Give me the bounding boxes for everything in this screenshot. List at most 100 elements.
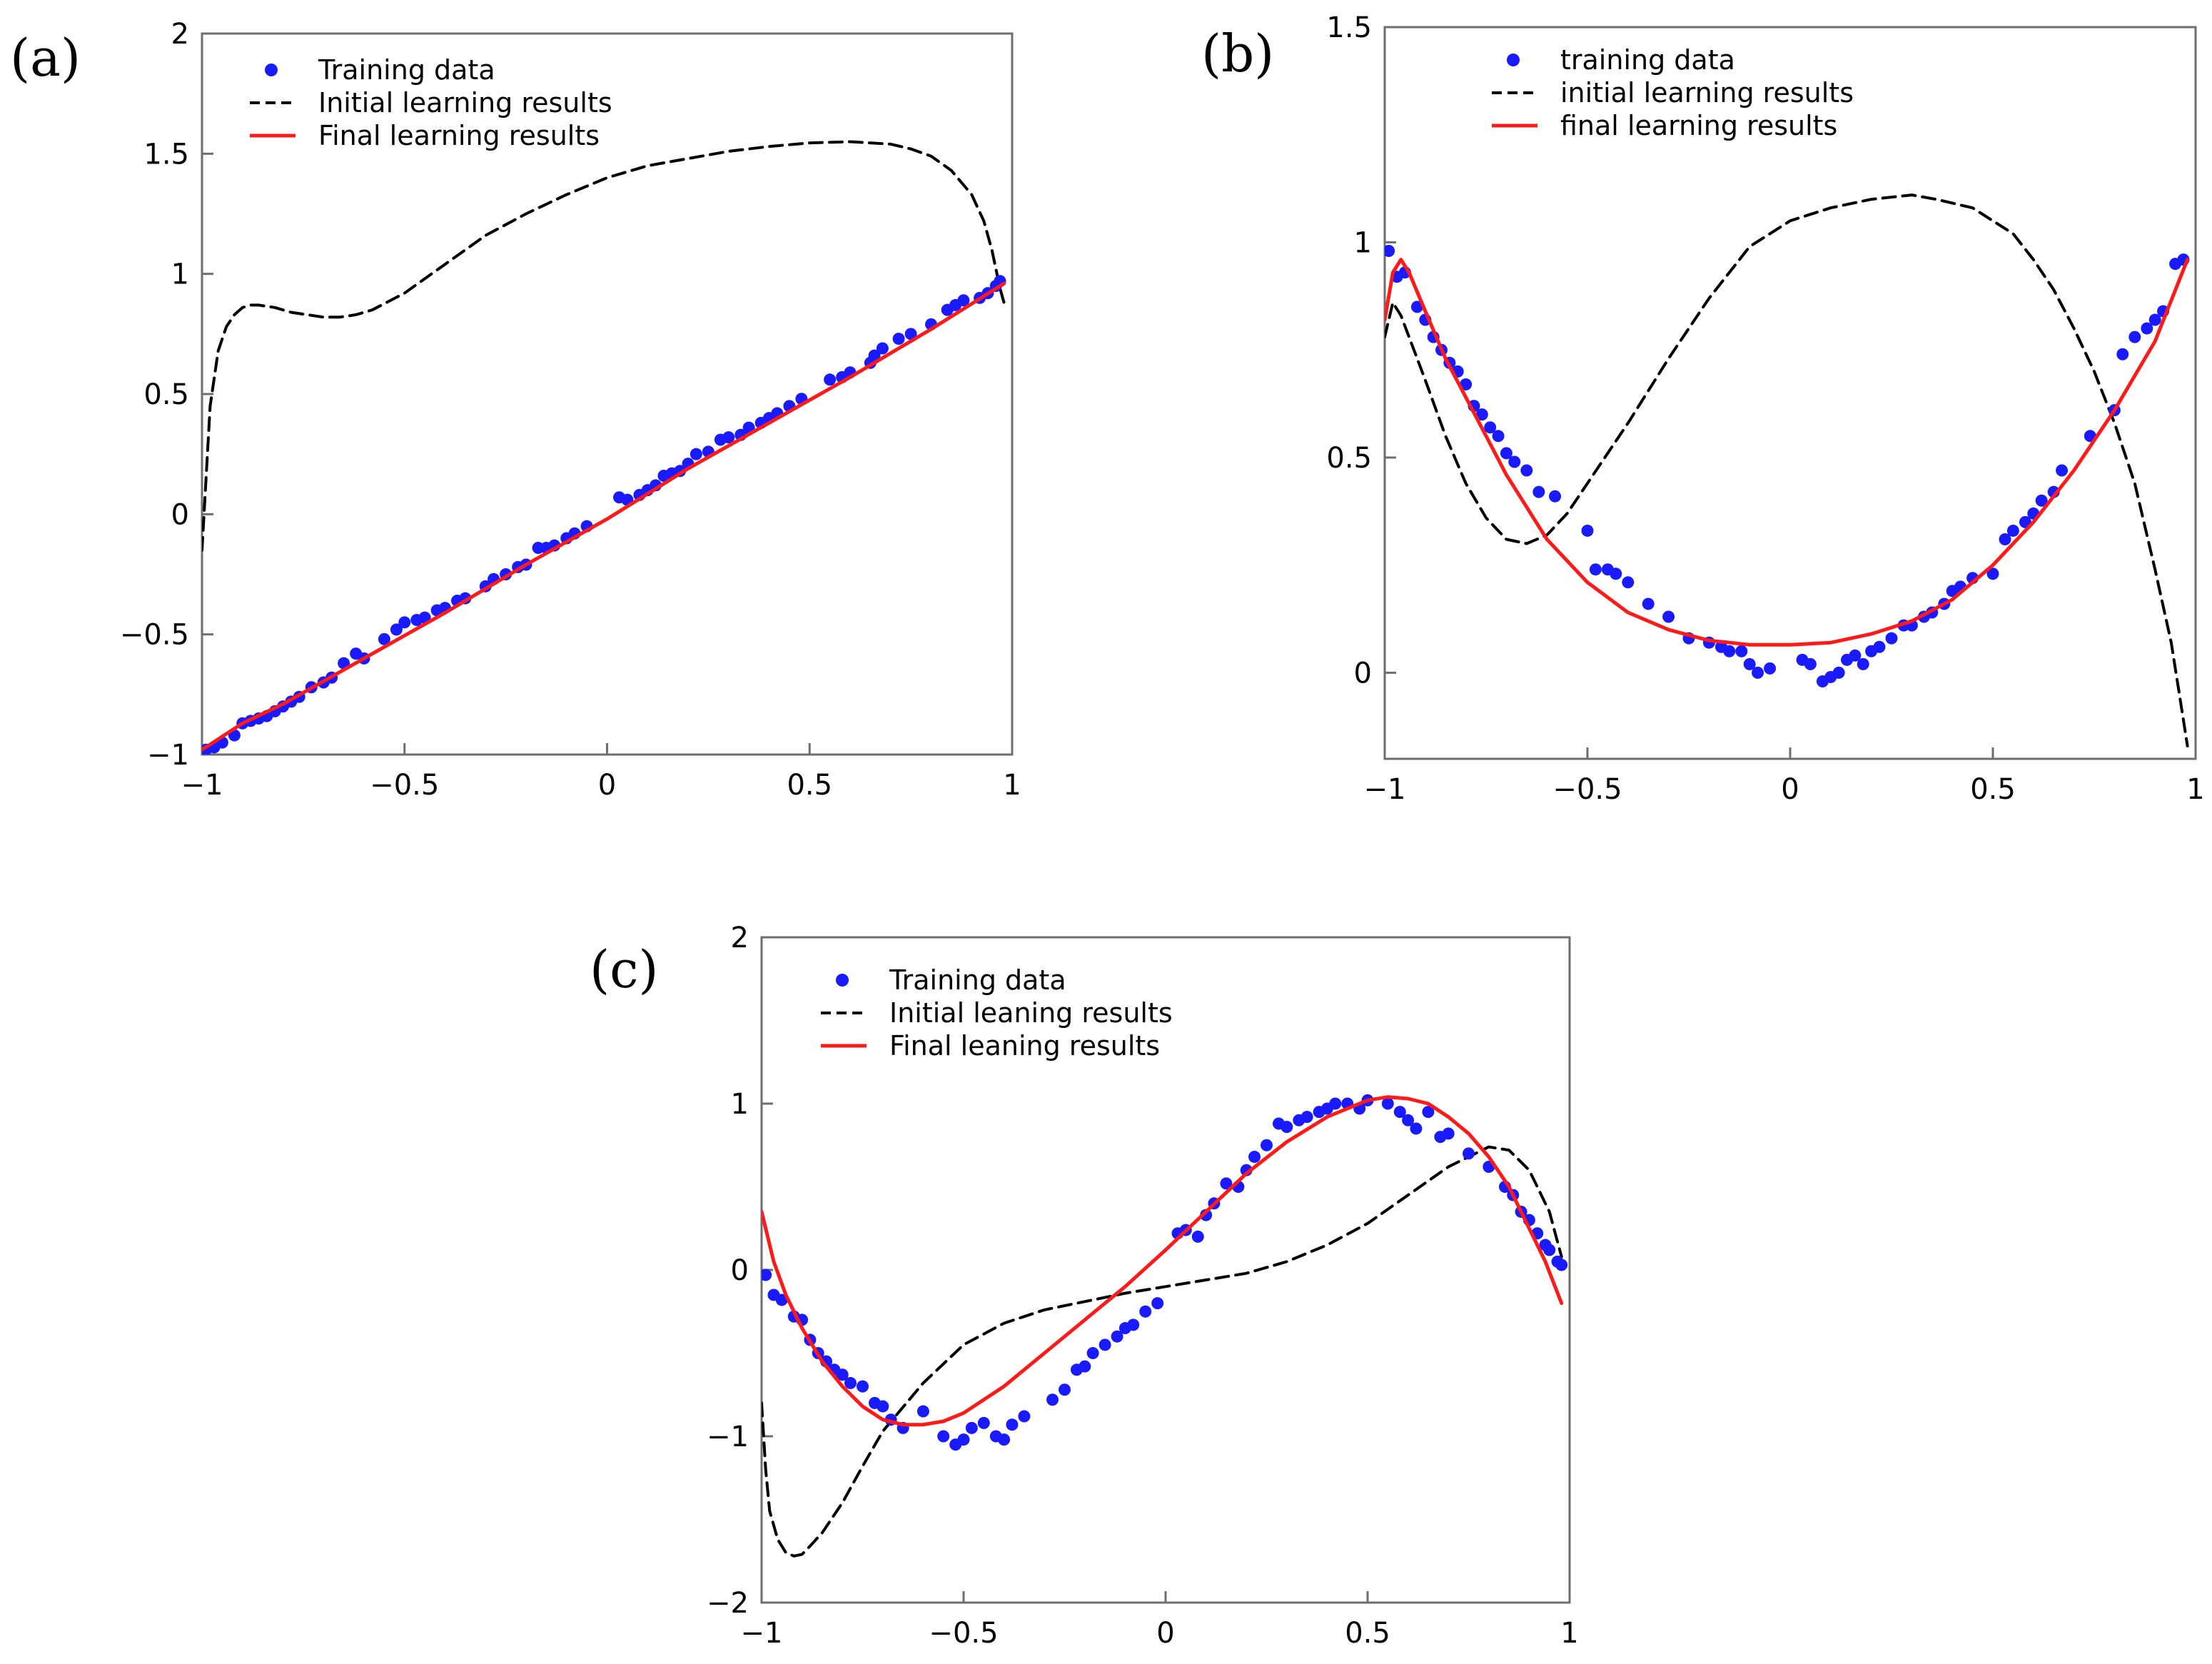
chart-panel-a: (a) −1 −0.5 0 0.5 1 −1 −0.5 0 0.5 1 1.5 2 Training d…: [10, 18, 1021, 802]
training-data-point: [904, 328, 917, 341]
training-data-point: [1610, 568, 1622, 580]
training-data-point: [378, 632, 390, 645]
chart-b: −1 −0.5 0 0.5 1 0 0.5 1 1.5 training datainitial …: [1326, 11, 2204, 806]
y-tick-label: 0.5: [1326, 442, 1372, 475]
training-data-point: [1532, 485, 1545, 498]
training-data-point: [1555, 1259, 1568, 1271]
y-tick-label: 0: [171, 498, 189, 531]
training-data-point: [1410, 1122, 1423, 1135]
training-data-point: [1500, 447, 1512, 460]
training-data-point: [937, 1430, 950, 1443]
legend-marker-points: [836, 974, 849, 987]
training-data-point: [1735, 645, 1748, 657]
training-data-point: [1200, 1209, 1213, 1221]
training-data-point: [1127, 1318, 1140, 1331]
x-tick-label: −1: [741, 1617, 783, 1650]
y-tick-label: 0: [1354, 657, 1372, 690]
x-tick-label: 1: [1003, 769, 1021, 802]
training-data-point: [1723, 645, 1736, 657]
training-data-point: [1885, 632, 1898, 645]
training-data-point: [2035, 494, 2048, 507]
training-data-point: [1549, 490, 1562, 503]
training-data-point: [1059, 1383, 1071, 1396]
y-tick-label: 2: [171, 18, 189, 51]
training-data-point: [977, 1416, 990, 1429]
training-data-point: [1857, 657, 1869, 670]
y-tick-label: 1: [171, 258, 189, 291]
training-data-point: [1422, 1106, 1435, 1119]
x-tick-label: −0.5: [929, 1617, 998, 1650]
y-tick-label: 0: [731, 1254, 749, 1287]
training-data-point: [1151, 1297, 1164, 1310]
training-data-point: [2128, 331, 2141, 343]
training-data-point: [1475, 408, 1488, 421]
y-tick-label: 0.5: [143, 378, 189, 411]
training-data-point: [1248, 1151, 1261, 1164]
training-data-point: [1385, 245, 1395, 258]
training-data-point: [1508, 455, 1521, 468]
training-data-point: [1402, 1114, 1415, 1126]
x-tick-label: 0: [1781, 773, 1799, 806]
y-tick-label: 1: [1354, 226, 1372, 259]
training-data-point: [1662, 610, 1675, 623]
training-data-point: [1381, 1097, 1394, 1110]
training-data-point: [2141, 322, 2153, 335]
x-tick-label: 1: [2186, 773, 2204, 806]
training-data-point: [1442, 1127, 1455, 1140]
training-data-point: [1484, 421, 1497, 434]
y-tick-label: 1.5: [1326, 11, 1372, 44]
initial-results-line: [202, 140, 1006, 552]
training-data-point: [965, 1421, 978, 1434]
training-data-point: [1642, 597, 1655, 610]
legend-label: Final leaning results: [889, 1030, 1160, 1062]
training-data-point: [1589, 563, 1602, 576]
legend-marker-points: [265, 64, 278, 76]
training-data-point: [1261, 1139, 1273, 1151]
final-results-line: [1385, 258, 2190, 647]
training-data-point: [844, 1376, 857, 1389]
x-tick-label: 0.5: [1970, 773, 2016, 806]
training-data-point: [1281, 1121, 1293, 1134]
legend-marker-points: [1507, 54, 1520, 66]
x-tick-label: −0.5: [370, 769, 439, 802]
training-data-point: [998, 1433, 1011, 1446]
chart-a: −1 −0.5 0 0.5 1 −1 −0.5 0 0.5 1 1.5 2 Training dataI…: [120, 18, 1021, 802]
legend-label: Initial leaning results: [889, 997, 1173, 1029]
training-data-point: [1543, 1244, 1556, 1256]
training-data-point: [1581, 524, 1594, 537]
training-data-point: [2056, 464, 2069, 477]
x-tick-label: 0: [598, 769, 616, 802]
initial-results-line: [1385, 193, 2189, 747]
training-data-point: [916, 1405, 929, 1418]
training-data-point: [1111, 1330, 1123, 1343]
training-data-point: [1743, 657, 1756, 670]
training-data-point: [857, 1380, 869, 1393]
training-data-point: [1752, 666, 1764, 679]
y-tick-label: −1: [147, 739, 189, 772]
training-data-point: [1986, 568, 1999, 580]
training-data-point: [1139, 1305, 1152, 1318]
training-data-point: [876, 342, 889, 355]
training-data-point: [1393, 1106, 1406, 1119]
x-tick-label: −0.5: [1552, 773, 1622, 806]
training-data-point: [1301, 1111, 1313, 1124]
x-tick-label: 0.5: [1345, 1617, 1390, 1650]
x-tick-label: −1: [181, 769, 223, 802]
training-data-point: [1099, 1338, 1111, 1351]
training-data-point: [2148, 313, 2161, 326]
y-tick-label: −1: [707, 1421, 749, 1453]
training-data-point: [1220, 1177, 1233, 1190]
plot-area: [1385, 193, 2190, 747]
training-data-point: [1832, 666, 1845, 679]
initial-results-line: [762, 1145, 1563, 1558]
training-data-point: [2116, 348, 2129, 360]
training-data-point: [690, 448, 702, 460]
training-data-point: [1764, 662, 1777, 675]
panel-label-b: (b): [1201, 24, 1274, 84]
training-data-point: [1804, 657, 1817, 670]
training-data-point: [824, 373, 837, 386]
training-data-point: [1460, 378, 1473, 390]
